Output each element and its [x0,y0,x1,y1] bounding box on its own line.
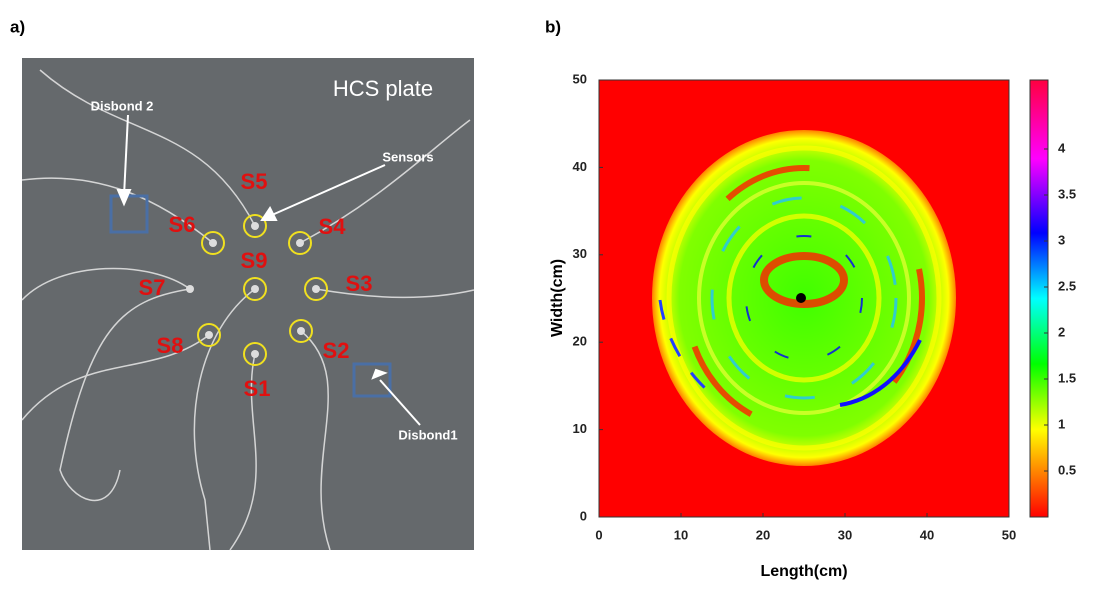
colorbar-tick-label: 1 [1058,416,1065,431]
y-tick-label: 20 [573,334,587,349]
colorbar-tick-label: 0.5 [1058,462,1076,477]
y-tick-label: 0 [580,508,587,523]
y-tick-label: 50 [573,71,587,86]
x-tick-label: 0 [595,527,602,542]
sensor-label: S8 [157,333,184,358]
sensor-label: S1 [244,376,271,401]
sensor-label: S2 [323,338,350,363]
x-axis-label: Length(cm) [760,563,847,580]
annotation: Disbond1 [398,427,457,442]
annotation: Disbond 2 [91,98,154,113]
y-tick-label: 40 [573,159,587,174]
photo-shade [22,58,474,550]
sensor-label: S3 [346,271,373,296]
colorbar-tick-label: 2.5 [1058,278,1076,293]
figure: a) HCS plate Disbond 2 Sensors Disbond1 … [0,0,1094,586]
annotation: Sensors [382,149,433,164]
y-tick-label: 10 [573,421,587,436]
x-tick-label: 30 [838,527,852,542]
colorbar-tick-label: 3.5 [1058,186,1076,201]
x-tick-label: 50 [1002,527,1016,542]
colorbar-tick-label: 1.5 [1058,370,1076,385]
sensor-label: S6 [169,212,196,237]
y-axis-label: Width(cm) [549,259,566,337]
sensor-label: S4 [319,214,347,239]
colorbar-tick-label: 3 [1058,232,1065,247]
panel-label: b) [545,17,561,36]
sensor-label: S5 [241,169,268,194]
x-tick-label: 10 [674,527,688,542]
source-dot [796,293,806,303]
sensor-label: S9 [241,248,268,273]
x-tick-label: 20 [756,527,770,542]
colorbar-tick-label: 2 [1058,324,1065,339]
colorbar [1030,80,1048,517]
colorbar-tick-label: 4 [1058,140,1066,155]
y-tick-label: 30 [573,246,587,261]
x-tick-label: 40 [920,527,934,542]
photo-title: HCS plate [333,76,433,101]
heatmap-plot [599,80,1048,517]
panel-label: a) [10,17,25,36]
sensor-label: S7 [139,275,166,300]
